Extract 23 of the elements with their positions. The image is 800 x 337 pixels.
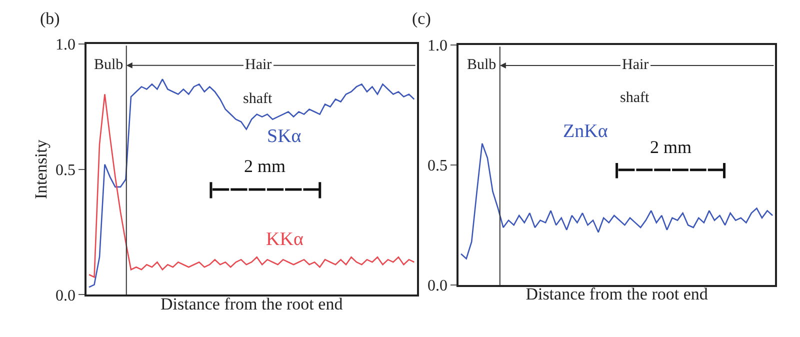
y-axis-title: Intensity [32, 139, 50, 200]
y-tick-label: 1.0 [427, 38, 448, 55]
text: ZnKα [563, 121, 608, 142]
annotation: 2 mm [244, 156, 286, 176]
y-tick-label: 1.0 [55, 36, 76, 54]
series-label: SKα [267, 126, 302, 147]
y-tick-label: 0.0 [427, 278, 448, 295]
annotation: Bulb [94, 57, 124, 73]
annotation: shaft [620, 90, 650, 106]
annotation: Hair [622, 57, 649, 73]
chart-title: (b) [40, 9, 60, 28]
y-tick-label: 0.0 [55, 287, 76, 304]
annotation: shaft [243, 91, 273, 107]
x-axis-title: Distance from the root end [160, 294, 344, 314]
line-series [460, 142, 774, 260]
y-tick-label: 0.5 [55, 162, 76, 179]
series-label: KKα [266, 229, 304, 250]
annotation: Hair [245, 57, 272, 73]
x-axis-title: Distance from the root end [526, 284, 708, 304]
y-tick-label: 0.5 [427, 158, 448, 175]
chart-title: (c) [412, 9, 431, 28]
annotation: Bulb [467, 57, 496, 73]
annotation: 2 mm [650, 137, 692, 157]
